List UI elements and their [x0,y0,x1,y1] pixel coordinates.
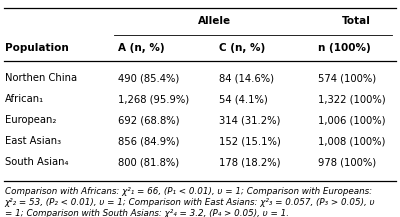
Text: 574 (100%): 574 (100%) [318,73,376,83]
Text: East Asian₃: East Asian₃ [5,136,61,146]
Text: Total: Total [342,16,370,26]
Text: 54 (4.1%): 54 (4.1%) [219,94,268,104]
Text: 1,006 (100%): 1,006 (100%) [318,115,386,125]
Text: 1,322 (100%): 1,322 (100%) [318,94,386,104]
Text: 84 (14.6%): 84 (14.6%) [219,73,274,83]
Text: 1,008 (100%): 1,008 (100%) [318,136,385,146]
Text: 856 (84.9%): 856 (84.9%) [118,136,179,146]
Text: Comparison with Africans: χ²₁ = 66, (P₁ < 0.01), υ = 1; Comparison with European: Comparison with Africans: χ²₁ = 66, (P₁ … [5,187,372,196]
Text: 490 (85.4%): 490 (85.4%) [118,73,179,83]
Text: African₁: African₁ [5,94,44,104]
Text: 692 (68.8%): 692 (68.8%) [118,115,180,125]
Text: Northen China: Northen China [5,73,77,83]
Text: 178 (18.2%): 178 (18.2%) [219,157,281,167]
Text: χ²₂ = 53, (P₂ < 0.01), υ = 1; Comparison with East Asians: χ²₃ = 0.057, (P₃ > 0.: χ²₂ = 53, (P₂ < 0.01), υ = 1; Comparison… [5,198,376,207]
Text: European₂: European₂ [5,115,56,125]
Text: A (n, %): A (n, %) [118,43,165,53]
Text: South Asian₄: South Asian₄ [5,157,68,167]
Text: 978 (100%): 978 (100%) [318,157,376,167]
Text: n (100%): n (100%) [318,43,371,53]
Text: 800 (81.8%): 800 (81.8%) [118,157,179,167]
Text: 152 (15.1%): 152 (15.1%) [219,136,281,146]
Text: Population: Population [5,43,68,53]
Text: Allele: Allele [198,16,232,26]
Text: 1,268 (95.9%): 1,268 (95.9%) [118,94,189,104]
Text: C (n, %): C (n, %) [219,43,266,53]
Text: 314 (31.2%): 314 (31.2%) [219,115,280,125]
Text: = 1; Comparison with South Asians: χ²₄ = 3.2, (P₄ > 0.05), υ = 1.: = 1; Comparison with South Asians: χ²₄ =… [5,209,289,217]
